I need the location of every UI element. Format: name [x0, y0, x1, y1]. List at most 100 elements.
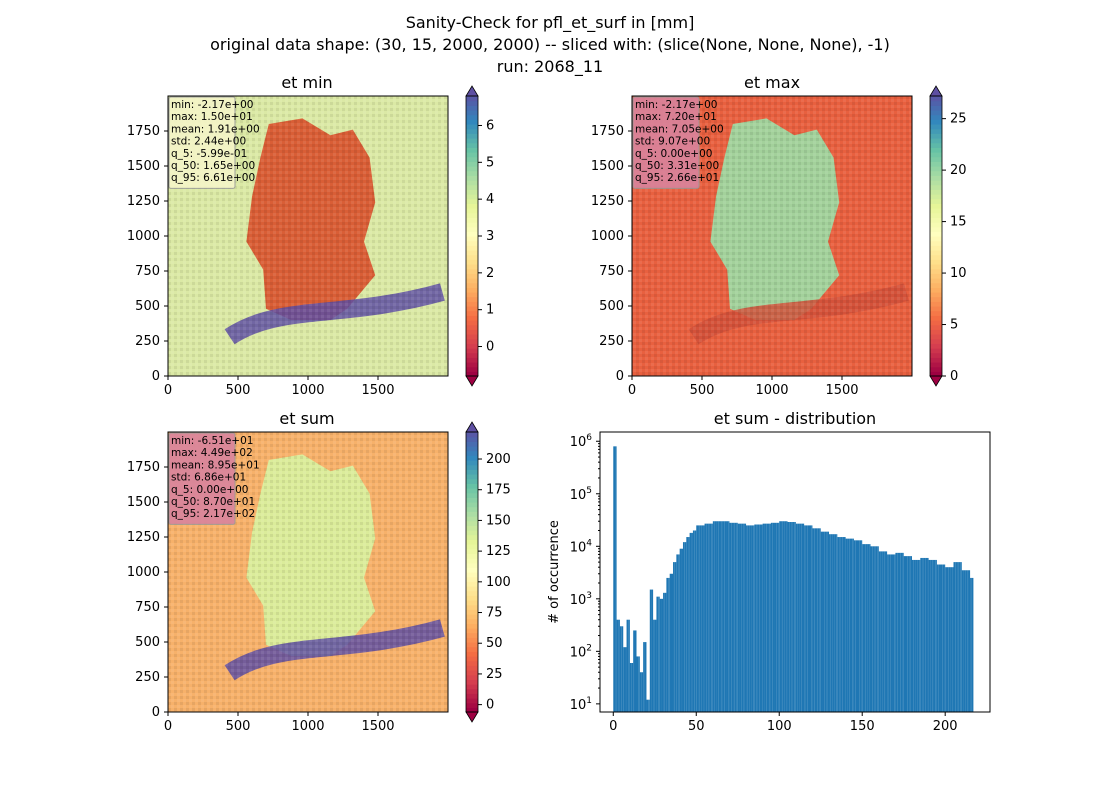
- colorbar-segment: [466, 520, 478, 526]
- histogram-bar: [961, 570, 964, 712]
- colorbar-segment: [930, 128, 942, 134]
- colorbar-segment: [466, 693, 478, 699]
- colorbar-segment: [930, 142, 942, 148]
- histogram-bar: [659, 598, 662, 712]
- histogram-bar: [669, 573, 672, 712]
- panel-title: et sum: [279, 409, 334, 428]
- histogram-bar: [722, 521, 725, 712]
- histogram-bar: [649, 589, 652, 712]
- histogram-bar: [737, 523, 740, 712]
- histogram-bar: [950, 567, 953, 712]
- histogram-bar: [834, 534, 837, 712]
- y-tick-label: 104: [570, 538, 593, 555]
- colorbar-segment: [930, 110, 942, 116]
- histogram-bar: [802, 523, 805, 712]
- colorbar-segment: [466, 502, 478, 508]
- panel-et-max: et max 0 500 1000 1500025050075010001250150…: [591, 73, 967, 398]
- colorbar-tick-label: 5: [486, 155, 494, 170]
- colorbar-segment: [466, 548, 478, 554]
- colorbar-segment: [930, 366, 942, 372]
- colorbar-segment: [466, 334, 478, 340]
- colorbar-segment: [466, 525, 478, 531]
- colorbar-segment: [466, 348, 478, 354]
- colorbar-tick-label: 25: [950, 112, 967, 127]
- x-tick-label: 1500: [361, 383, 394, 398]
- histogram-bar: [820, 531, 823, 712]
- histogram-bar: [689, 532, 692, 712]
- y-tick-label: 1000: [127, 565, 160, 580]
- colorbar-segment: [466, 576, 478, 582]
- histogram-bar: [736, 522, 738, 712]
- x-tick-label: 1500: [825, 383, 858, 398]
- histogram-bar: [663, 592, 665, 712]
- histogram-bar: [853, 540, 856, 712]
- colorbar-segment: [466, 609, 478, 615]
- colorbar-segment: [466, 282, 478, 288]
- histogram-bar: [923, 557, 926, 712]
- colorbar-segment: [466, 464, 478, 470]
- histogram-plot: 0 50 100 150 200 101 102 103 104 105 106: [570, 431, 991, 734]
- colorbar-segment: [466, 600, 478, 606]
- x-tick-label: 500: [226, 383, 251, 398]
- x-tick-label: 150: [850, 719, 875, 734]
- stats-line: min: -6.51e+01: [171, 435, 253, 447]
- histogram-bar: [865, 544, 868, 712]
- y-tick-label: 250: [599, 334, 624, 349]
- colorbar-segment: [930, 254, 942, 260]
- colorbar-tick-label: 6: [486, 118, 494, 133]
- stats-line: min: -2.17e+00: [635, 99, 717, 111]
- colorbar-segment: [466, 492, 478, 498]
- colorbar-segment: [930, 184, 942, 190]
- stats-line: mean: 8.95e+01: [171, 459, 260, 471]
- colorbar-segment: [930, 166, 942, 172]
- histogram-bar: [824, 531, 827, 712]
- histogram-bar: [676, 554, 679, 712]
- y-tick-label: 250: [135, 334, 160, 349]
- x-tick-label: 0: [164, 719, 172, 734]
- colorbar-segment: [466, 483, 478, 489]
- colorbar-frame: [465, 431, 479, 713]
- colorbar-extend-min: [929, 375, 943, 387]
- histogram-bar: [965, 570, 968, 712]
- stats-line: q_95: 2.66e+01: [635, 172, 719, 184]
- colorbar-segment: [466, 469, 478, 475]
- histogram-bar: [688, 537, 690, 712]
- histogram-bar: [698, 525, 700, 712]
- colorbar-segment: [466, 352, 478, 358]
- colorbar-segment: [466, 105, 478, 111]
- colorbar-segment: [930, 324, 942, 330]
- y-tick-label: 102: [570, 643, 592, 660]
- histogram-bar: [709, 523, 712, 712]
- histogram-bar: [882, 551, 885, 712]
- histogram-bar: [791, 522, 793, 712]
- colorbar-segment: [466, 338, 478, 344]
- histogram-bar: [952, 567, 954, 712]
- histogram-bar: [684, 542, 687, 712]
- histogram-bar: [814, 528, 817, 712]
- colorbar-segment: [466, 474, 478, 480]
- colorbar-extend-min: [465, 375, 479, 387]
- histogram-bar: [703, 525, 705, 712]
- histogram-bar: [787, 522, 790, 712]
- colorbar-segment: [466, 324, 478, 330]
- colorbar-segment: [466, 618, 478, 624]
- histogram-bar: [704, 523, 707, 712]
- histogram-bar: [741, 523, 744, 712]
- colorbar-segment: [930, 315, 942, 321]
- histogram-bar: [913, 559, 916, 712]
- histogram-bar: [819, 528, 821, 712]
- colorbar-segment: [466, 357, 478, 363]
- colorbar-segment: [466, 478, 478, 484]
- colorbar-segment: [930, 343, 942, 349]
- histogram-bar: [744, 523, 747, 712]
- stats-line: q_5: 0.00e+00: [635, 148, 712, 160]
- colorbar-segment: [466, 674, 478, 680]
- colorbar-segment: [466, 189, 478, 195]
- histogram-bar: [769, 523, 771, 712]
- histogram-bar: [794, 522, 796, 712]
- histogram-bar: [936, 564, 939, 712]
- colorbar-tick-label: 50: [486, 636, 503, 651]
- colorbar-tick-label: 175: [486, 483, 511, 498]
- histogram-bar: [938, 564, 941, 712]
- colorbar-tick-label: 5: [950, 318, 958, 333]
